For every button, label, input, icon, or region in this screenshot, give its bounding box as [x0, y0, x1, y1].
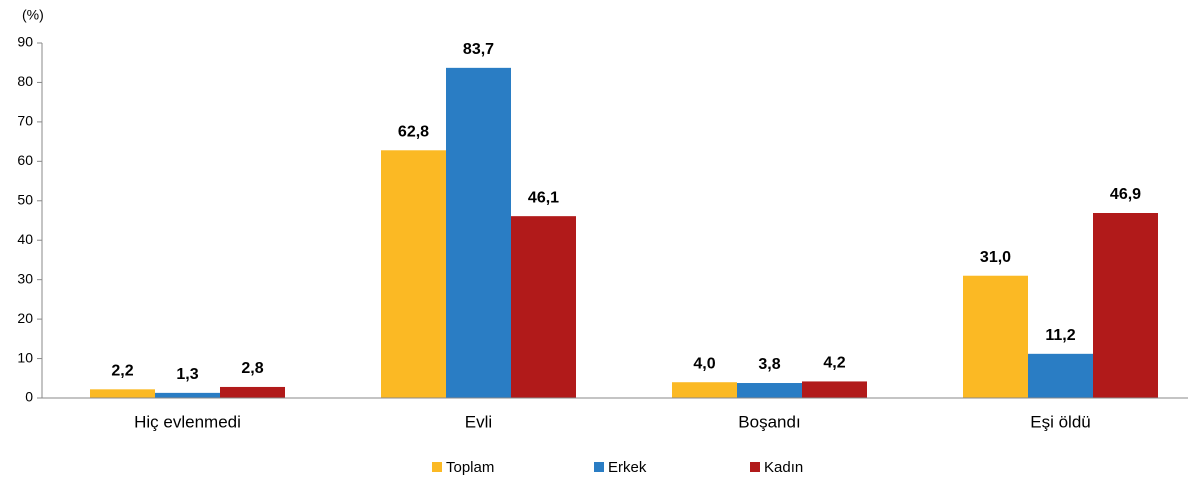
value-label: 4,0: [693, 355, 715, 372]
x-tick-label: Evli: [465, 412, 492, 431]
legend-label: Kadın: [764, 459, 803, 476]
y-tick-label: 40: [17, 231, 33, 247]
x-tick-label: Boşandı: [738, 412, 800, 431]
x-tick-label: Eşi öldü: [1030, 412, 1090, 431]
bar: [511, 216, 576, 398]
y-tick-label: 10: [17, 349, 33, 365]
legend-swatch: [750, 462, 760, 472]
bar: [90, 389, 155, 398]
x-tick-label: Hiç evlenmedi: [134, 412, 241, 431]
value-label: 3,8: [758, 356, 780, 373]
y-tick-label: 80: [17, 73, 33, 89]
bar: [381, 150, 446, 398]
legend-swatch: [432, 462, 442, 472]
bar: [672, 382, 737, 398]
y-tick-label: 50: [17, 191, 33, 207]
bar: [220, 386, 285, 398]
legend-label: Toplam: [446, 459, 494, 476]
value-label: 1,3: [176, 366, 198, 383]
bar: [446, 67, 511, 398]
y-tick-label: 90: [17, 34, 33, 50]
legend-label: Erkek: [608, 459, 647, 476]
bar: [802, 381, 867, 398]
value-label: 2,2: [111, 363, 133, 380]
value-label: 4,2: [823, 355, 845, 372]
value-label: 46,9: [1110, 186, 1141, 203]
y-axis-label: (%): [22, 7, 44, 23]
y-tick-label: 60: [17, 152, 33, 168]
value-label: 62,8: [398, 124, 429, 141]
y-tick-label: 0: [25, 389, 33, 405]
value-label: 2,8: [241, 360, 263, 377]
value-label: 11,2: [1045, 327, 1075, 344]
value-label: 31,0: [980, 249, 1011, 266]
legend-swatch: [594, 462, 604, 472]
value-label: 83,7: [463, 41, 494, 58]
y-tick-label: 30: [17, 270, 33, 286]
bar: [963, 275, 1028, 398]
y-tick-label: 20: [17, 310, 33, 326]
bar: [737, 383, 802, 398]
value-label: 46,1: [528, 189, 559, 206]
y-tick-label: 70: [17, 113, 33, 129]
bar: [1093, 213, 1158, 398]
bar: [1028, 353, 1093, 398]
bar: [155, 392, 220, 398]
